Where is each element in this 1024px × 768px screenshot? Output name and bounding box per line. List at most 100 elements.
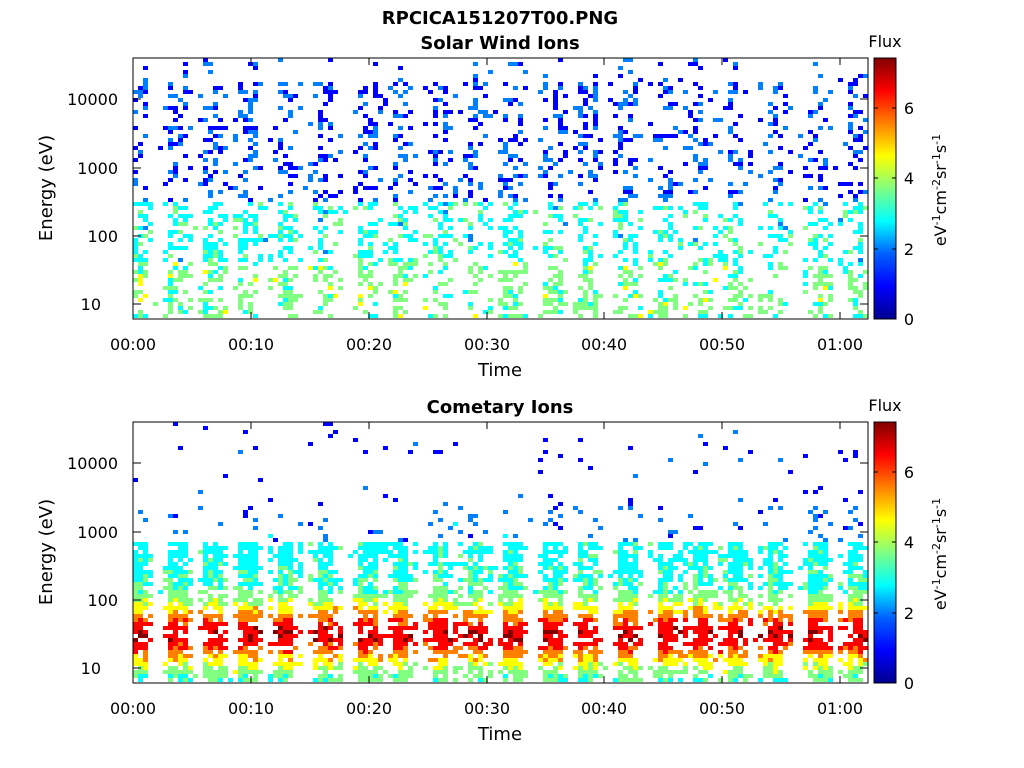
heatmap-cell (778, 678, 783, 682)
heatmap-cell (848, 122, 853, 126)
heatmap-cell (283, 282, 288, 286)
heatmap-cell (313, 94, 318, 98)
heatmap-cell (133, 578, 138, 582)
heatmap-cell (483, 110, 488, 114)
heatmap-cell (703, 638, 708, 642)
heatmap-cell (703, 622, 708, 626)
heatmap-cell (253, 130, 258, 134)
heatmap-cell (818, 106, 823, 110)
heatmap-cell (848, 678, 853, 682)
heatmap-cell (153, 302, 158, 306)
heatmap-cell (583, 622, 588, 626)
heatmap-cell (813, 622, 818, 626)
heatmap-cell (553, 638, 558, 642)
heatmap-cell (393, 566, 398, 570)
heatmap-cell (673, 586, 678, 590)
heatmap-cell (523, 622, 528, 626)
heatmap-cell (488, 662, 493, 666)
heatmap-cell (238, 214, 243, 218)
heatmap-cell (743, 562, 748, 566)
heatmap-cell (328, 90, 333, 94)
heatmap-cell (823, 558, 828, 562)
heatmap-cell (288, 590, 293, 594)
heatmap-cell (238, 610, 243, 614)
heatmap-cell (318, 126, 323, 130)
heatmap-cell (768, 638, 773, 642)
heatmap-cell (168, 278, 173, 282)
heatmap-cell (168, 178, 173, 182)
heatmap-cell (398, 590, 403, 594)
heatmap-cell (403, 586, 408, 590)
panel-1-y-tick-label: 10 (81, 295, 101, 314)
heatmap-cell (783, 678, 788, 682)
heatmap-cell (843, 590, 848, 594)
heatmap-cell (248, 586, 253, 590)
heatmap-cell (563, 150, 568, 154)
heatmap-cell (328, 250, 333, 254)
heatmap-cell (363, 578, 368, 582)
heatmap-cell (543, 438, 548, 442)
heatmap-cell (313, 650, 318, 654)
heatmap-cell (503, 602, 508, 606)
heatmap-cell (478, 202, 483, 206)
heatmap-cell (698, 646, 703, 650)
heatmap-cell (323, 638, 328, 642)
heatmap-cell (328, 542, 333, 546)
heatmap-cell (398, 638, 403, 642)
heatmap-cell (673, 530, 678, 534)
heatmap-cell (778, 662, 783, 666)
heatmap-cell (248, 106, 253, 110)
heatmap-cell (433, 238, 438, 242)
heatmap-cell (443, 302, 448, 306)
heatmap-cell (733, 430, 738, 434)
heatmap-cell (513, 210, 518, 214)
heatmap-cell (133, 178, 138, 182)
heatmap-cell (693, 294, 698, 298)
heatmap-cell (703, 678, 708, 682)
heatmap-cell (593, 546, 598, 550)
heatmap-cell (503, 230, 508, 234)
heatmap-cell (288, 266, 293, 270)
heatmap-cell (808, 530, 813, 534)
heatmap-cell (433, 250, 438, 254)
heatmap-cell (638, 666, 643, 670)
heatmap-cell (308, 542, 313, 546)
heatmap-cell (243, 594, 248, 598)
heatmap-cell (618, 598, 623, 602)
heatmap-cell (423, 242, 428, 246)
heatmap-cell (688, 302, 693, 306)
heatmap-cell (318, 178, 323, 182)
heatmap-cell (553, 94, 558, 98)
heatmap-cell (578, 614, 583, 618)
heatmap-cell (313, 206, 318, 210)
heatmap-cell (403, 142, 408, 146)
heatmap-cell (748, 566, 753, 570)
heatmap-cell (138, 642, 143, 646)
heatmap-cell (578, 82, 583, 86)
heatmap-cell (578, 158, 583, 162)
heatmap-cell (178, 650, 183, 654)
heatmap-cell (318, 598, 323, 602)
heatmap-cell (473, 274, 478, 278)
heatmap-cell (443, 282, 448, 286)
heatmap-cell (433, 670, 438, 674)
heatmap-cell (663, 658, 668, 662)
heatmap-cell (778, 458, 783, 462)
heatmap-cell (733, 570, 738, 574)
heatmap-cell (788, 638, 793, 642)
heatmap-cell (688, 590, 693, 594)
heatmap-cell (513, 622, 518, 626)
heatmap-cell (433, 82, 438, 86)
heatmap-cell (818, 602, 823, 606)
heatmap-cell (473, 522, 478, 526)
heatmap-cell (688, 114, 693, 118)
heatmap-cell (698, 554, 703, 558)
heatmap-cell (143, 570, 148, 574)
heatmap-cell (358, 230, 363, 234)
heatmap-cell (733, 574, 738, 578)
heatmap-cell (298, 586, 303, 590)
heatmap-cell (733, 62, 738, 66)
heatmap-cell (703, 282, 708, 286)
heatmap-cell (678, 246, 683, 250)
heatmap-cell (633, 578, 638, 582)
